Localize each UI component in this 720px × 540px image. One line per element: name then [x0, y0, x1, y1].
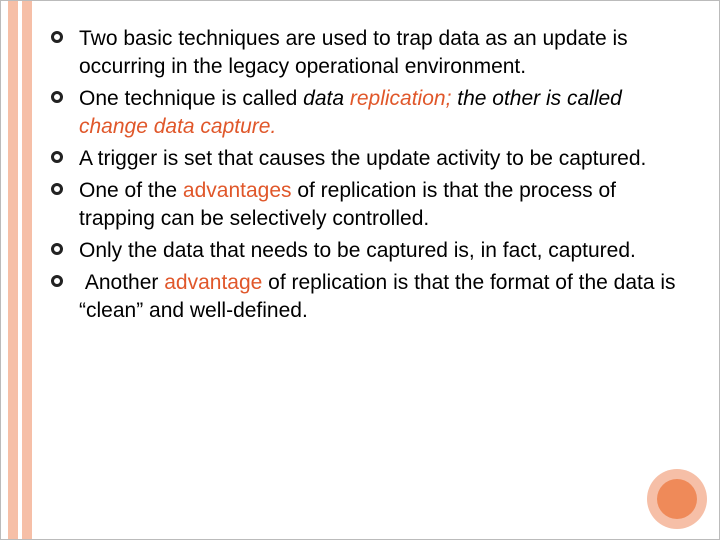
text-segment: One technique is called	[79, 87, 303, 110]
bullet-item: One of the advantages of replication is …	[51, 177, 695, 233]
bullet-text: Another advantage of replication is that…	[79, 269, 695, 325]
bullet-item: Another advantage of replication is that…	[51, 269, 695, 325]
bullet-marker-icon	[51, 243, 63, 255]
text-segment: Only the data that needs to be captured …	[79, 239, 636, 262]
bullet-text: One technique is called data replication…	[79, 85, 695, 141]
stripe-left	[8, 1, 18, 539]
bullet-marker-icon	[51, 183, 63, 195]
bullet-text: A trigger is set that causes the update …	[79, 145, 695, 173]
content-area: Two basic techniques are used to trap da…	[51, 25, 695, 329]
text-segment: data	[303, 87, 350, 110]
bullet-text: Only the data that needs to be captured …	[79, 237, 695, 265]
bullet-text: One of the advantages of replication is …	[79, 177, 695, 233]
bullet-marker-icon	[51, 91, 63, 103]
bullet-marker-icon	[51, 275, 63, 287]
slide: Two basic techniques are used to trap da…	[0, 0, 720, 540]
bullet-list: Two basic techniques are used to trap da…	[51, 25, 695, 325]
text-segment: advantage	[164, 271, 262, 294]
text-segment: One of the	[79, 179, 183, 202]
deco-circle-inner	[657, 479, 697, 519]
stripe-right	[22, 1, 32, 539]
bullet-text: Two basic techniques are used to trap da…	[79, 25, 695, 81]
bullet-item: A trigger is set that causes the update …	[51, 145, 695, 173]
text-segment: advantages	[183, 179, 292, 202]
text-segment: the other is called	[457, 87, 627, 110]
text-segment: change data capture.	[79, 115, 276, 138]
bullet-marker-icon	[51, 31, 63, 43]
bullet-item: Only the data that needs to be captured …	[51, 237, 695, 265]
text-segment: A trigger is set that causes the update …	[79, 147, 646, 170]
bullet-item: One technique is called data replication…	[51, 85, 695, 141]
bullet-marker-icon	[51, 151, 63, 163]
text-segment: Two basic techniques are used to trap da…	[79, 27, 634, 78]
text-segment: replication;	[350, 87, 457, 110]
bullet-item: Two basic techniques are used to trap da…	[51, 25, 695, 81]
text-segment: Another	[79, 271, 164, 294]
